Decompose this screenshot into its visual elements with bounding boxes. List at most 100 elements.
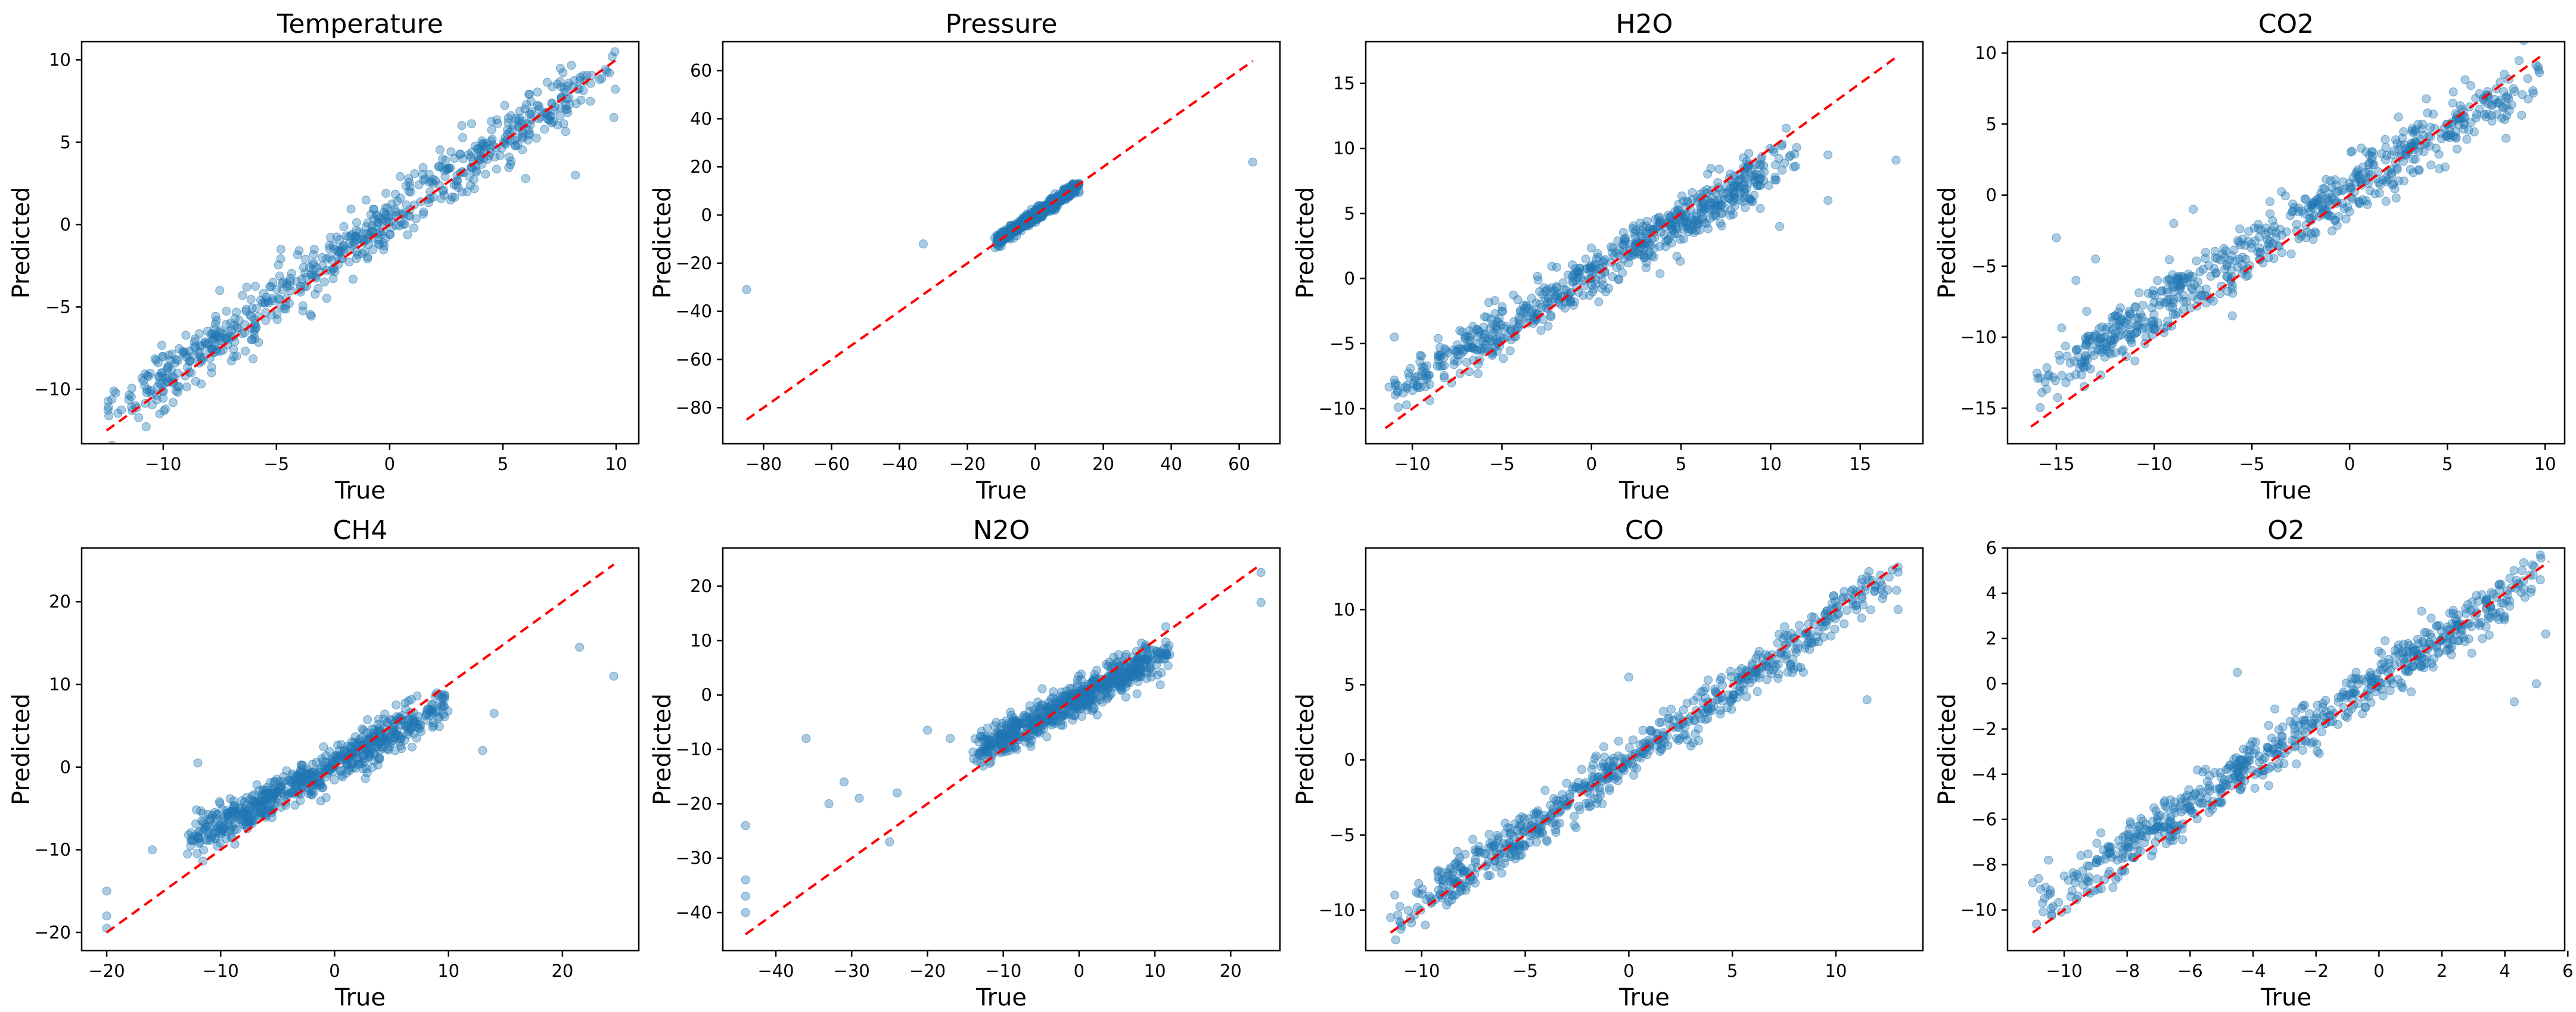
point (1395, 902, 1404, 911)
point (2381, 143, 2391, 152)
point (1657, 718, 1666, 727)
point (197, 379, 206, 389)
point (2048, 372, 2058, 382)
point (1839, 619, 1849, 628)
point (1729, 689, 1738, 699)
point (1679, 197, 1688, 206)
point (1703, 169, 1713, 179)
point (2452, 144, 2462, 154)
point (2130, 356, 2140, 366)
x-tick-label: 0 (1586, 454, 1597, 474)
outlier-point (741, 875, 750, 885)
point (1575, 805, 1584, 814)
y-tick-label: 10 (1333, 138, 1355, 158)
point (1618, 268, 1627, 278)
point (1449, 360, 1459, 369)
point (1719, 188, 1729, 198)
point (1676, 257, 1685, 266)
point (143, 371, 152, 381)
point (1682, 217, 1691, 227)
outlier-point (893, 788, 902, 798)
point (1497, 306, 1506, 316)
x-tick-label: 20 (1092, 454, 1114, 474)
point (2428, 110, 2438, 119)
point (380, 208, 389, 217)
point (500, 101, 509, 110)
point (2529, 88, 2538, 98)
y-tick-label: 5 (1344, 675, 1355, 695)
point (367, 221, 377, 231)
point (2375, 188, 2384, 198)
point (363, 252, 372, 261)
point (446, 163, 455, 173)
point (2097, 347, 2106, 357)
point (2440, 162, 2450, 172)
x-axis-label: True (975, 477, 1027, 505)
point (1456, 350, 1465, 359)
point (452, 176, 462, 186)
x-tick-label: −5 (2239, 454, 2265, 474)
point (1102, 678, 1111, 687)
chart-title: CH4 (333, 515, 388, 546)
point (2042, 363, 2052, 372)
x-tick-label: 10 (1825, 961, 1847, 981)
point (532, 133, 541, 143)
point (1560, 303, 1570, 313)
point (555, 77, 565, 86)
point (1424, 370, 1433, 380)
point (1655, 269, 1665, 279)
point (1509, 290, 1518, 300)
x-tick-label: −80 (745, 454, 782, 474)
point (1490, 309, 1500, 319)
x-tick-label: −5 (1489, 454, 1515, 474)
point (1773, 639, 1782, 648)
point (2041, 384, 2051, 394)
point (159, 406, 169, 416)
point (294, 246, 304, 256)
outlier-point (571, 170, 580, 180)
point (1425, 380, 1434, 389)
point (555, 64, 565, 73)
point (2131, 302, 2140, 312)
point (1061, 695, 1070, 704)
point (380, 241, 389, 251)
point (1112, 658, 1121, 668)
point (2082, 307, 2092, 316)
x-tick-label: 0 (384, 454, 395, 474)
point (1716, 709, 1725, 719)
outlier-point (2091, 254, 2100, 264)
point (1752, 687, 1762, 696)
point (1570, 297, 1579, 307)
point (506, 160, 515, 169)
point (1714, 164, 1724, 174)
point (2328, 226, 2336, 236)
point (2223, 287, 2232, 296)
point (2266, 197, 2274, 207)
point (1487, 842, 1496, 851)
point (610, 47, 620, 57)
y-tick-label: −5 (45, 297, 71, 317)
point (535, 102, 544, 111)
point (1412, 888, 1421, 897)
point (350, 732, 360, 742)
point (2235, 224, 2245, 233)
point (1614, 736, 1623, 746)
outlier-point (478, 746, 487, 755)
x-tick-label: 0 (1623, 961, 1634, 981)
point (152, 395, 161, 404)
point (2081, 352, 2090, 362)
point (1503, 823, 1512, 833)
point (157, 341, 166, 350)
point (579, 86, 588, 95)
point (1157, 649, 1167, 658)
point (515, 107, 524, 116)
x-tick-label: −15 (2038, 454, 2074, 474)
point (1679, 234, 1689, 244)
point (1689, 696, 1698, 706)
point (168, 398, 178, 407)
y-tick-label: 0 (1344, 750, 1355, 770)
point (2448, 98, 2457, 108)
point (555, 111, 565, 121)
point (113, 409, 123, 418)
